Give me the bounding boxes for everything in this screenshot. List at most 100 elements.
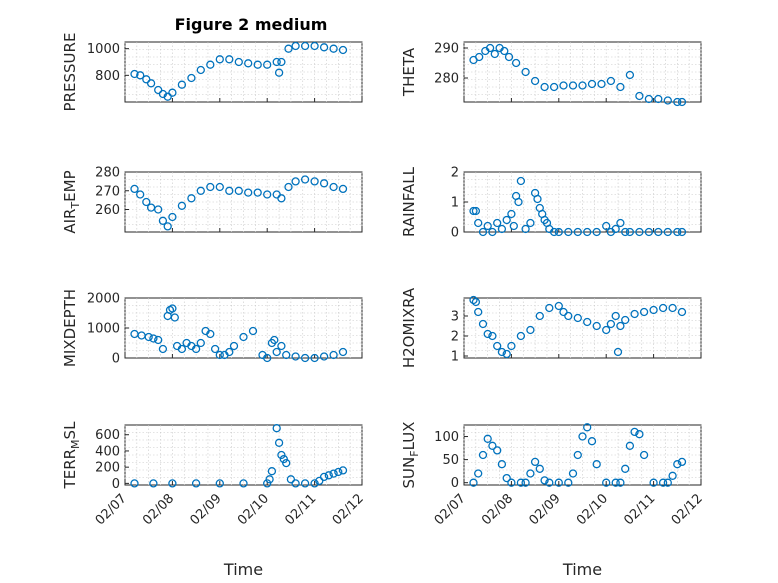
data-point <box>291 352 300 361</box>
data-point <box>535 311 544 321</box>
data-point <box>329 44 338 53</box>
data-point <box>196 186 205 195</box>
data-point <box>319 179 329 188</box>
data-point <box>263 353 272 363</box>
y-axis-label: H2OMIXRA <box>400 287 418 368</box>
data-point <box>573 313 582 323</box>
data-point <box>277 341 286 351</box>
y-axis-label: AIRTEMP <box>61 170 82 233</box>
data-point <box>507 209 516 219</box>
data-point <box>474 218 483 228</box>
x-tick-label: 02/07 <box>432 491 469 528</box>
data-point <box>469 478 478 487</box>
data-point <box>191 479 201 488</box>
x-tick-label: 02/09 <box>527 491 564 528</box>
data-point <box>215 55 224 64</box>
data-point <box>583 227 592 237</box>
data-point <box>673 460 682 469</box>
data-point <box>559 307 568 317</box>
data-point <box>654 94 663 104</box>
data-point <box>540 476 549 485</box>
data-point <box>338 347 348 357</box>
data-point <box>206 182 215 192</box>
data-point <box>502 349 511 359</box>
data-point <box>196 65 205 75</box>
data-point <box>478 450 488 460</box>
data-point <box>248 326 258 336</box>
data-point <box>478 227 488 237</box>
data-point <box>277 57 286 67</box>
data-point <box>535 464 544 473</box>
data-point <box>282 458 291 468</box>
data-point <box>621 315 630 325</box>
data-point <box>587 437 597 446</box>
data-point <box>504 52 514 62</box>
data-point <box>196 338 205 348</box>
data-point <box>267 467 277 476</box>
data-point <box>483 221 492 231</box>
data-point <box>677 457 687 467</box>
data-point <box>526 325 535 335</box>
data-point <box>583 423 592 432</box>
data-point <box>673 227 682 237</box>
data-point <box>142 197 151 207</box>
y-tick-label: 280 <box>95 166 120 181</box>
x-tick-label: 02/12 <box>669 491 706 528</box>
data-point <box>225 55 234 64</box>
data-point <box>663 227 672 237</box>
data-point <box>502 215 511 225</box>
x-tick-label: 02/09 <box>188 491 225 528</box>
data-point <box>611 224 620 234</box>
data-point <box>635 91 644 101</box>
data-point <box>136 71 145 80</box>
x-tick-label: 02/08 <box>479 491 516 528</box>
data-point <box>471 297 481 307</box>
y-axis-label: TERRMSL <box>61 421 82 490</box>
subplot-air-temp: 260 270 280 AIRTEMP <box>61 166 363 234</box>
data-point <box>319 43 329 52</box>
y-axis-label: RAINFALL <box>400 166 418 237</box>
data-point <box>483 434 492 443</box>
x-tick-label: 02/11 <box>621 491 658 528</box>
data-point <box>635 430 644 439</box>
data-point <box>658 478 668 487</box>
data-point <box>234 57 243 67</box>
data-point <box>225 186 234 195</box>
data-point <box>509 221 518 231</box>
data-point <box>234 186 243 195</box>
x-tick-label: 02/07 <box>93 491 130 528</box>
data-point <box>130 479 139 488</box>
data-point <box>168 304 177 313</box>
data-point <box>516 478 526 487</box>
data-point <box>338 184 348 194</box>
data-point <box>168 212 177 222</box>
y-axis-label: THETA <box>400 47 418 97</box>
data-point <box>215 350 224 360</box>
y-tick-label: 50 <box>442 453 459 468</box>
data-point <box>616 82 625 92</box>
data-point <box>244 59 253 68</box>
data-point <box>540 82 549 92</box>
data-point <box>475 52 484 62</box>
data-point <box>625 70 635 80</box>
data-point <box>668 471 677 480</box>
data-point <box>225 347 234 357</box>
data-point <box>493 341 502 351</box>
data-point <box>521 67 530 77</box>
data-point <box>158 216 168 225</box>
data-point <box>284 182 293 192</box>
subplot-h2omixra: 1 2 3 H2OMIXRA <box>400 287 702 368</box>
data-point <box>253 188 262 197</box>
x-tick-label: 02/08 <box>140 491 177 528</box>
data-point <box>625 441 635 450</box>
data-point <box>516 331 526 341</box>
data-point <box>602 478 611 487</box>
data-point <box>673 97 682 107</box>
data-point <box>507 478 516 487</box>
data-point <box>630 309 639 319</box>
y-tick-label: 0 <box>112 477 120 492</box>
data-point <box>329 350 338 360</box>
y-axis-label: PRESSURE <box>61 33 79 112</box>
data-point <box>253 60 262 69</box>
